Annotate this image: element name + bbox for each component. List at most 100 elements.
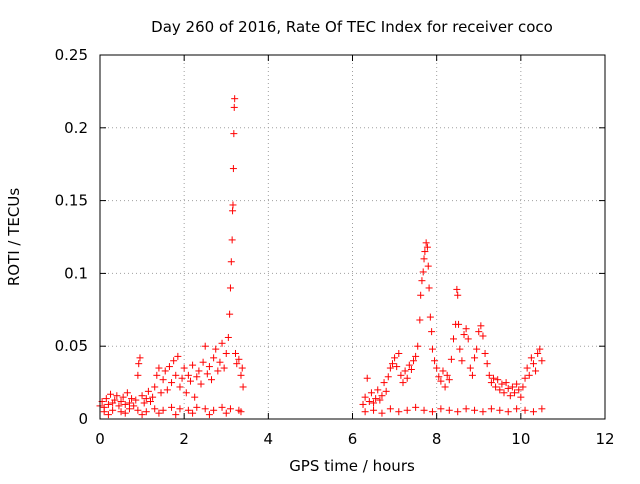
data-point <box>428 408 436 416</box>
data-point <box>513 405 521 413</box>
x-tick-label: 8 <box>432 430 442 448</box>
data-point <box>370 406 378 414</box>
data-point <box>125 405 133 413</box>
y-tick-label: 0.25 <box>55 46 88 64</box>
data-point <box>134 406 142 414</box>
data-point <box>117 408 125 416</box>
data-point <box>386 405 394 413</box>
data-point <box>161 367 169 375</box>
data-point <box>376 396 384 404</box>
data-point <box>227 258 235 266</box>
data-point <box>230 103 238 111</box>
data-point <box>485 371 493 379</box>
x-tick-label: 12 <box>595 430 614 448</box>
data-point <box>464 335 472 343</box>
data-point <box>423 243 431 251</box>
data-point <box>502 379 510 387</box>
data-point <box>405 361 413 369</box>
data-point <box>237 371 245 379</box>
data-point <box>113 392 121 400</box>
data-point <box>483 360 491 368</box>
data-point <box>403 374 411 382</box>
y-tick-label: 0.15 <box>55 192 88 210</box>
data-point <box>519 383 527 391</box>
data-point <box>527 354 535 362</box>
data-point <box>471 406 479 414</box>
data-point <box>165 363 173 371</box>
data-point <box>462 405 470 413</box>
data-point <box>226 284 234 292</box>
data-point <box>193 403 201 411</box>
data-point <box>222 349 230 357</box>
data-point <box>151 405 159 413</box>
data-point <box>117 398 125 406</box>
data-point <box>159 406 167 414</box>
data-point <box>532 367 540 375</box>
data-point <box>412 403 420 411</box>
data-point <box>428 328 436 336</box>
data-point <box>386 364 394 372</box>
data-point <box>508 383 516 391</box>
data-point <box>479 408 487 416</box>
data-point <box>155 409 163 417</box>
data-point <box>138 411 146 419</box>
data-point <box>361 393 369 401</box>
data-point <box>437 405 445 413</box>
data-point <box>536 345 544 353</box>
data-point <box>414 342 422 350</box>
data-point <box>382 387 390 395</box>
data-point <box>178 374 186 382</box>
data-point <box>425 284 433 292</box>
data-point <box>186 377 194 385</box>
x-tick-label: 6 <box>348 430 358 448</box>
data-point <box>370 399 378 407</box>
data-point <box>102 395 110 403</box>
data-point <box>115 402 123 410</box>
data-point <box>168 403 176 411</box>
data-point <box>372 395 380 403</box>
y-tick-label: 0.05 <box>55 337 88 355</box>
data-point <box>233 360 241 368</box>
data-point <box>384 373 392 381</box>
data-point <box>420 255 428 263</box>
data-point <box>216 358 224 366</box>
x-tick-label: 10 <box>511 430 530 448</box>
y-tick-label: 0 <box>78 410 88 428</box>
data-point <box>180 364 188 372</box>
data-point <box>517 393 525 401</box>
data-point <box>100 408 108 416</box>
data-point <box>496 406 504 414</box>
data-point <box>529 360 537 368</box>
data-point <box>428 345 436 353</box>
data-point <box>431 357 439 365</box>
data-point <box>395 349 403 357</box>
data-point <box>109 406 117 414</box>
data-point <box>176 405 184 413</box>
data-point <box>226 310 234 318</box>
data-point <box>168 379 176 387</box>
data-point <box>496 386 504 394</box>
data-point <box>121 409 129 417</box>
data-point <box>220 364 228 372</box>
data-point <box>121 400 129 408</box>
data-point <box>477 322 485 330</box>
data-point <box>210 406 218 414</box>
data-point <box>130 402 138 410</box>
data-point <box>492 383 500 391</box>
plot-frame <box>99 54 606 420</box>
data-point <box>426 313 434 321</box>
data-point <box>365 398 373 406</box>
data-point <box>238 364 246 372</box>
data-point <box>157 389 165 397</box>
data-point <box>184 406 192 414</box>
data-point <box>417 291 425 299</box>
data-point <box>437 377 445 385</box>
data-point <box>421 248 429 256</box>
data-point <box>218 339 226 347</box>
data-point <box>363 374 371 382</box>
data-point <box>199 358 207 366</box>
data-point <box>222 409 230 417</box>
data-point <box>201 405 209 413</box>
data-point <box>210 354 218 362</box>
